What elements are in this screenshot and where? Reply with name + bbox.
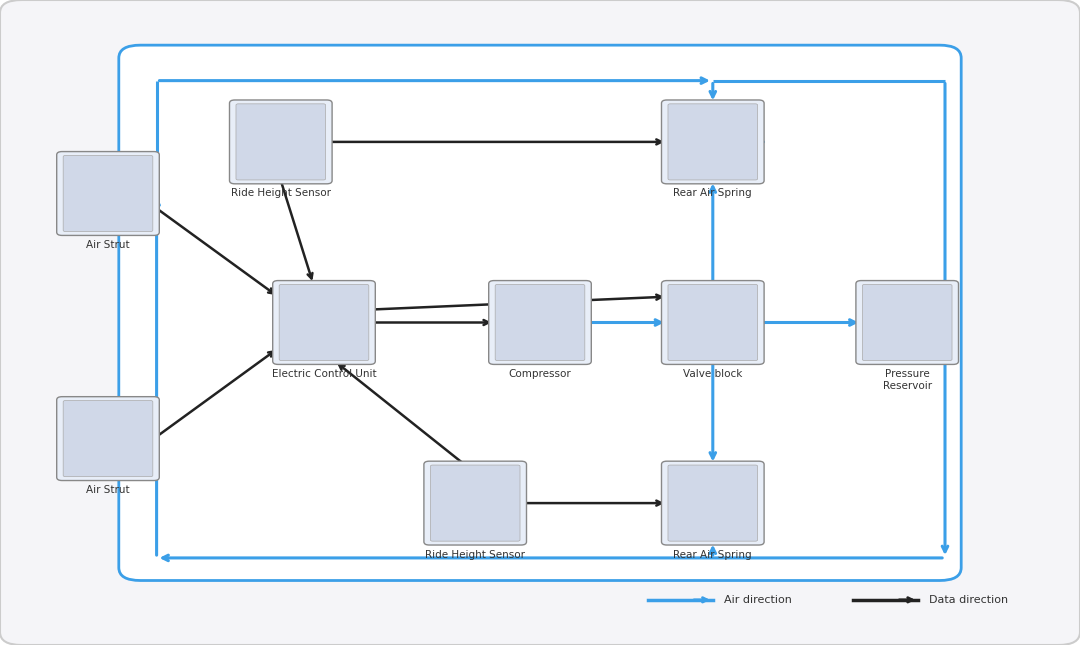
FancyBboxPatch shape	[119, 45, 961, 580]
Text: Rear Air Spring: Rear Air Spring	[674, 550, 752, 560]
Text: Electric Control Unit: Electric Control Unit	[272, 369, 376, 379]
Text: Rear Air Spring: Rear Air Spring	[674, 188, 752, 199]
FancyBboxPatch shape	[488, 281, 592, 364]
Text: Ride Height Sensor: Ride Height Sensor	[231, 188, 330, 199]
FancyBboxPatch shape	[424, 461, 527, 545]
FancyBboxPatch shape	[661, 281, 765, 364]
Text: Data direction: Data direction	[929, 595, 1008, 605]
FancyBboxPatch shape	[272, 281, 376, 364]
Text: Valve block: Valve block	[684, 369, 742, 379]
FancyBboxPatch shape	[279, 284, 369, 361]
FancyBboxPatch shape	[661, 461, 765, 545]
FancyBboxPatch shape	[667, 465, 758, 541]
FancyBboxPatch shape	[235, 104, 326, 180]
FancyBboxPatch shape	[430, 465, 521, 541]
FancyBboxPatch shape	[862, 284, 953, 361]
Text: Pressure
Reservoir: Pressure Reservoir	[882, 369, 932, 390]
FancyBboxPatch shape	[57, 397, 160, 481]
Text: Air Strut: Air Strut	[86, 485, 130, 495]
FancyBboxPatch shape	[667, 284, 758, 361]
FancyBboxPatch shape	[64, 155, 153, 232]
Text: Ride Height Sensor: Ride Height Sensor	[426, 550, 525, 560]
FancyBboxPatch shape	[667, 104, 758, 180]
FancyBboxPatch shape	[855, 281, 959, 364]
Text: Compressor: Compressor	[509, 369, 571, 379]
FancyBboxPatch shape	[57, 152, 160, 235]
FancyBboxPatch shape	[495, 284, 585, 361]
Text: Air direction: Air direction	[724, 595, 792, 605]
Text: Air Strut: Air Strut	[86, 240, 130, 250]
FancyBboxPatch shape	[229, 100, 333, 184]
FancyBboxPatch shape	[64, 401, 153, 477]
FancyBboxPatch shape	[661, 100, 765, 184]
